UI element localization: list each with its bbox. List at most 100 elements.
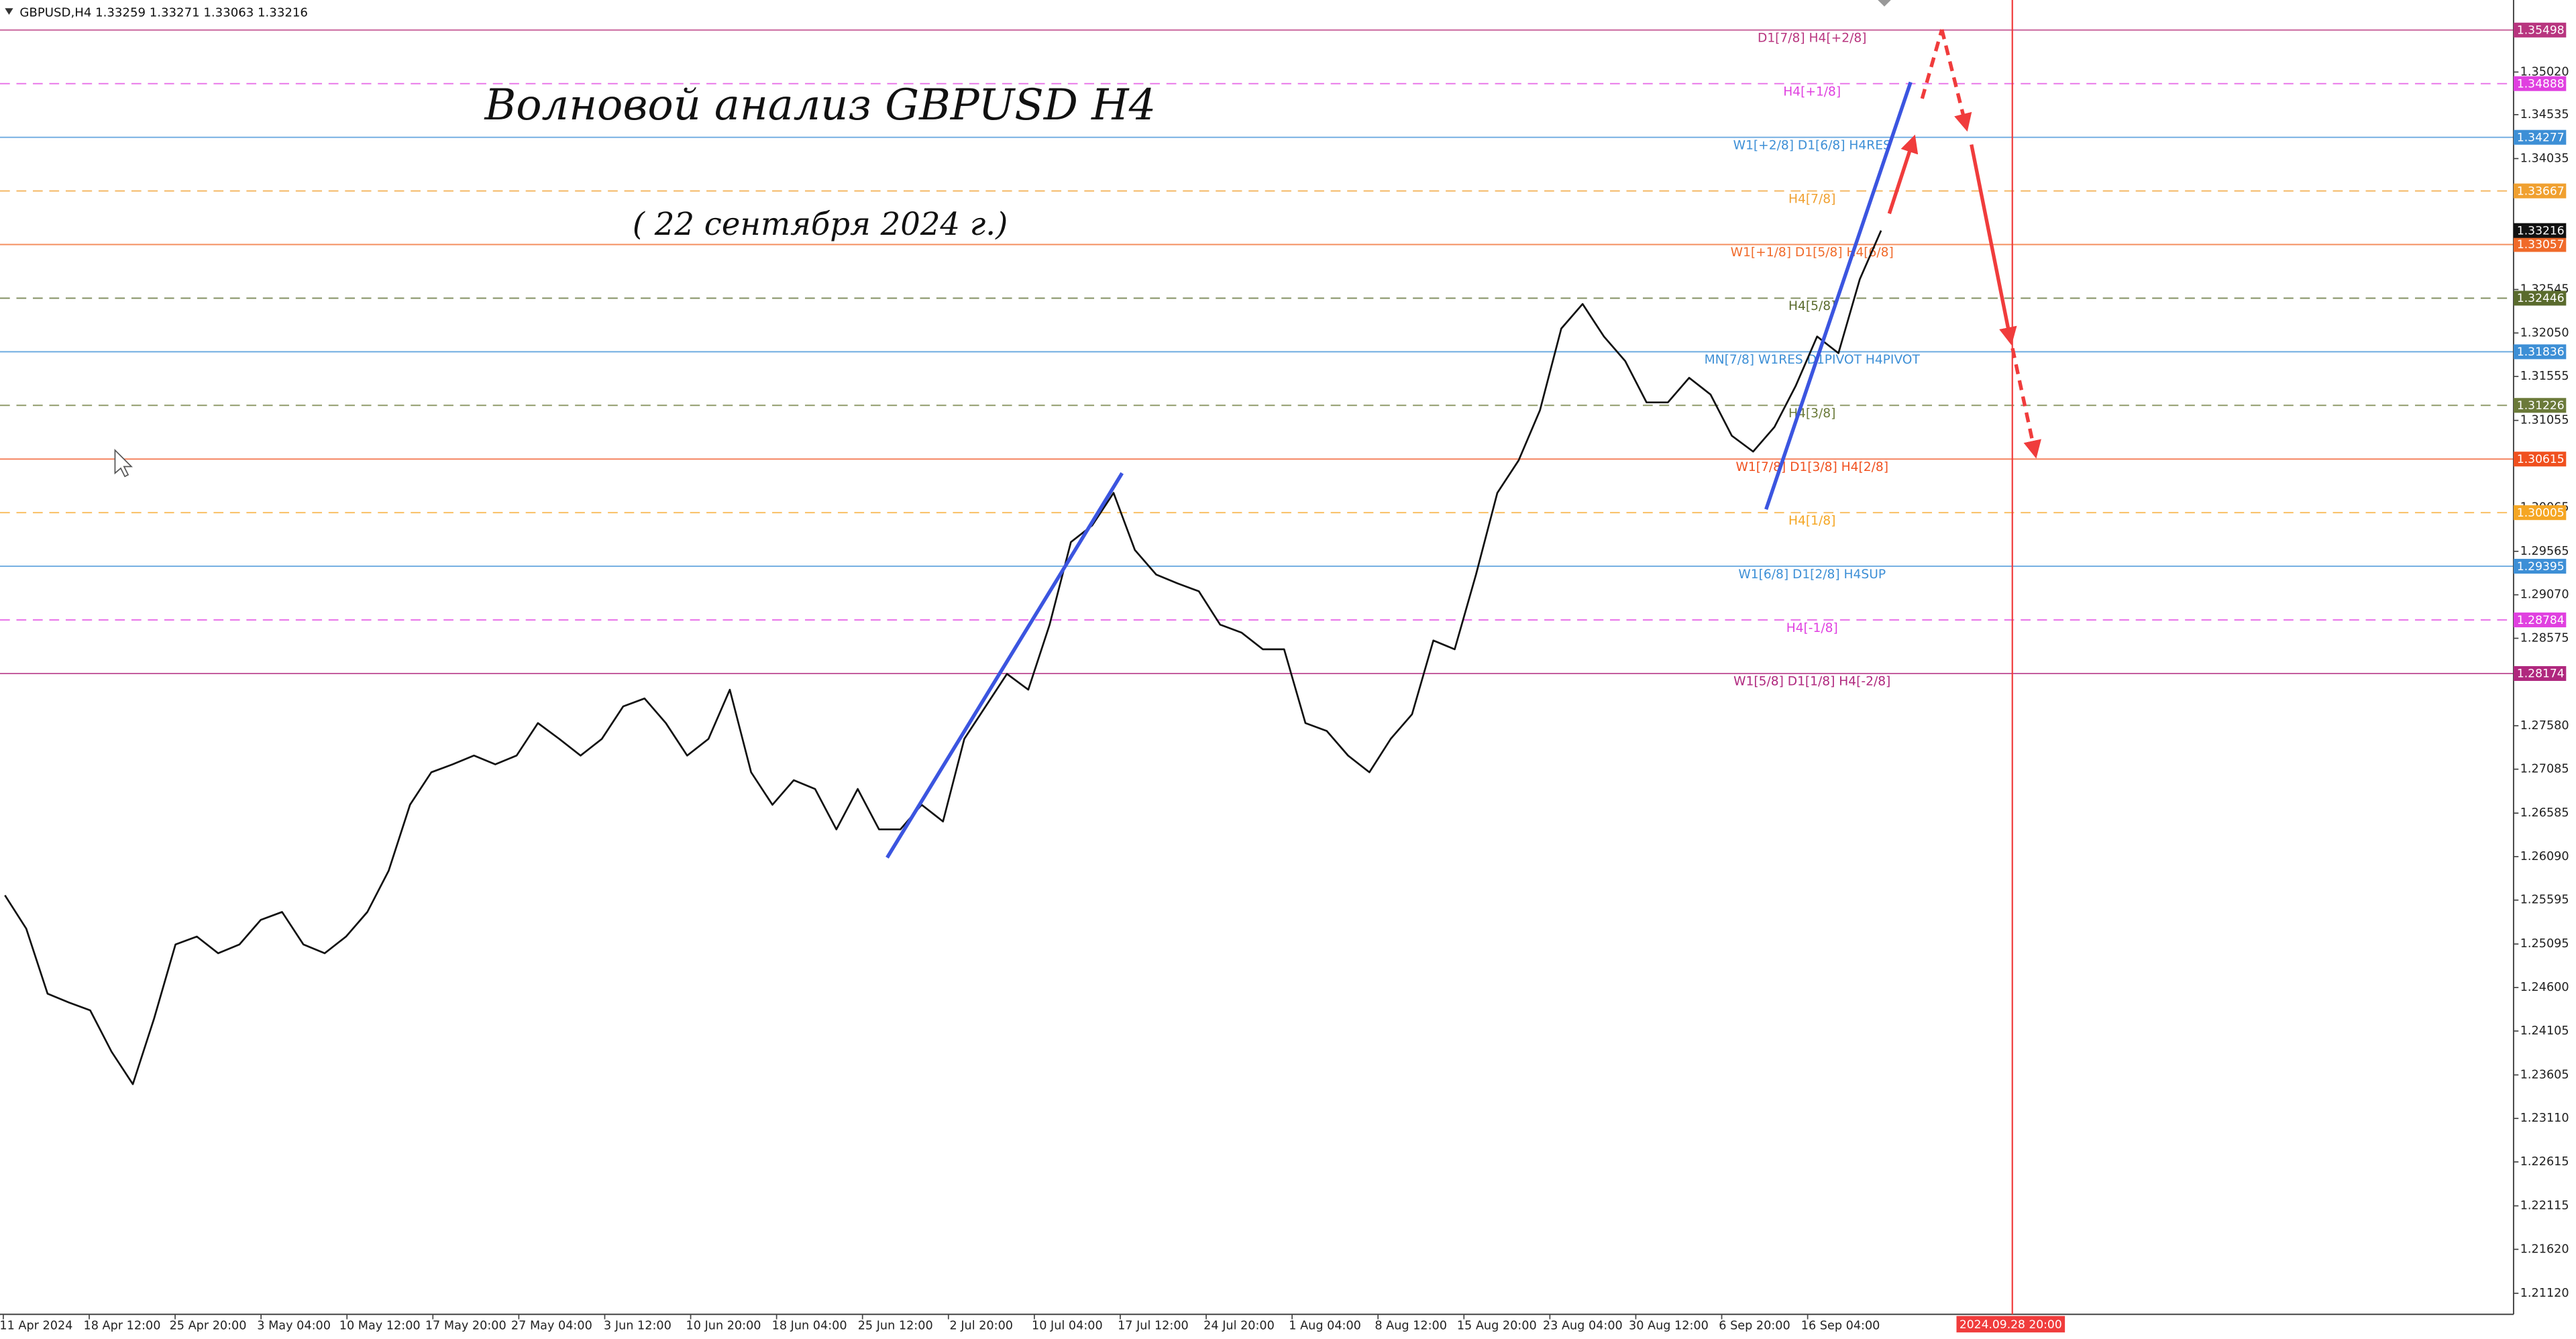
y-tick-label: 1.22115 — [2520, 1199, 2569, 1213]
level-tag-label: 1.28784 — [2517, 614, 2565, 627]
x-tick-label: 27 May 04:00 — [511, 1319, 592, 1332]
y-tick-label: 1.25095 — [2520, 937, 2569, 951]
x-tick-label: 8 Aug 12:00 — [1375, 1319, 1447, 1332]
forecast-arrow — [1940, 29, 1972, 132]
price — [4, 230, 1882, 1085]
x-tick-label: 3 May 04:00 — [257, 1319, 331, 1332]
level-label: H4[5/8] — [1788, 299, 1835, 313]
y-tick-label: 1.21120 — [2520, 1287, 2569, 1300]
forecast-arrow — [1970, 144, 2017, 345]
level-tag — [2513, 237, 2567, 252]
x-tick-label: 10 May 12:00 — [339, 1319, 421, 1332]
level-tag — [2513, 665, 2567, 682]
level-tag-label: 1.34888 — [2517, 77, 2565, 91]
x-tick-label: 10 Jun 20:00 — [686, 1319, 761, 1332]
x-tick-label: 25 Apr 20:00 — [170, 1319, 247, 1332]
y-tick-label: 1.29565 — [2520, 545, 2569, 558]
x-tick-label: 10 Jul 04:00 — [1032, 1319, 1103, 1332]
menu-arrow — [5, 8, 13, 15]
y-tick-label: 1.35020 — [2520, 65, 2569, 78]
y-tick-label: 1.31555 — [2520, 370, 2569, 383]
x-tick-label: 25 Jun 12:00 — [858, 1319, 933, 1332]
level-tag-label: 1.33057 — [2517, 238, 2565, 252]
level-tag — [2513, 451, 2567, 467]
y-tick-label: 1.29070 — [2520, 588, 2569, 602]
x-tick-label: 3 Jun 12:00 — [604, 1319, 672, 1332]
level-label: W1[7/8] D1[3/8] H4[2/8] — [1735, 460, 1888, 474]
header: GBPUSD,H4 1.33259 1.33271 1.33063 1.3321… — [19, 6, 308, 20]
y-tick-label: 1.23110 — [2520, 1112, 2569, 1125]
level-tag-label: 1.28174 — [2517, 667, 2565, 681]
subtitle: ( 22 сентября 2024 г.) — [633, 206, 1008, 242]
wave-annotations — [885, 29, 2041, 859]
level-label: H4[+1/8] — [1783, 85, 1841, 99]
level-tag-label: 1.32446 — [2517, 292, 2565, 305]
cursor-tag — [1956, 1316, 2065, 1333]
y-tick-label: 1.34035 — [2520, 152, 2569, 165]
x-tick-label: 24 Jul 20:00 — [1203, 1319, 1275, 1332]
x-tick-label: 18 Apr 12:00 — [83, 1319, 160, 1332]
mouse-cursor — [114, 448, 133, 478]
level-tag — [2513, 612, 2567, 628]
y-tick-label: 1.27085 — [2520, 763, 2569, 776]
trend-line — [1764, 81, 1913, 511]
y-tick-label: 1.25595 — [2520, 894, 2569, 907]
y-tick-label: 1.26585 — [2520, 806, 2569, 820]
x-tick-label: 11 Apr 2024 — [0, 1319, 72, 1332]
x-tick-label: 30 Aug 12:00 — [1629, 1319, 1709, 1332]
price-tag-label: 1.33216 — [2517, 224, 2565, 237]
level-tag — [2513, 398, 2567, 413]
level-tag-label: 1.33667 — [2517, 184, 2565, 198]
level-tag — [2513, 76, 2567, 91]
x-tick-label: 17 Jul 12:00 — [1118, 1319, 1189, 1332]
level-label: MN[7/8] W1RES D1PIVOT H4PIVOT — [1705, 353, 1921, 367]
price-line — [4, 230, 1882, 1085]
level-tag-label: 1.29395 — [2517, 560, 2565, 574]
y-tick-label: 1.23605 — [2520, 1068, 2569, 1081]
trend-line — [885, 472, 1124, 859]
level-label: W1[+2/8] D1[6/8] H4RES — [1733, 138, 1891, 152]
x-tick-label: 15 Aug 20:00 — [1457, 1319, 1537, 1332]
level-tag — [2513, 344, 2567, 360]
title: Волновой анализ GBPUSD H4 — [484, 81, 1156, 130]
level-tag-label: 1.30005 — [2517, 506, 2565, 520]
level-tag — [2513, 290, 2567, 306]
forecast-arrow — [1920, 29, 1944, 99]
level-label: H4[1/8] — [1788, 514, 1835, 528]
x-tick-label: 2 Jul 20:00 — [950, 1319, 1013, 1332]
price-tag — [2513, 223, 2567, 238]
x-tick-label: 23 Aug 04:00 — [1543, 1319, 1623, 1332]
x-tick-label: 18 Jun 04:00 — [772, 1319, 847, 1332]
y-tick-label: 1.24600 — [2520, 981, 2569, 994]
y-tick-label: 1.26090 — [2520, 850, 2569, 863]
level-tag — [2513, 559, 2567, 574]
y-tick-label: 1.27580 — [2520, 719, 2569, 733]
x-tick-label: 17 May 20:00 — [425, 1319, 506, 1332]
level-label: W1[6/8] D1[2/8] H4SUP — [1738, 568, 1886, 582]
level-tag-label: 1.35498 — [2517, 24, 2565, 38]
level-tag-label: 1.34277 — [2517, 131, 2565, 144]
y-tick-label: 1.34535 — [2520, 108, 2569, 121]
level-label: H4[-1/8] — [1786, 621, 1838, 635]
x-tick-label: 16 Sep 04:00 — [1801, 1319, 1880, 1332]
level-label: H4[7/8] — [1788, 192, 1835, 206]
y-tick-label: 1.32050 — [2520, 326, 2569, 339]
y-tick-label: 1.22615 — [2520, 1155, 2569, 1169]
x-tick-label: 1 Aug 04:00 — [1289, 1319, 1361, 1332]
level-tag — [2513, 129, 2567, 145]
level-tag — [2513, 22, 2567, 38]
level-tag — [2513, 183, 2567, 199]
level-tag-label: 1.31226 — [2517, 399, 2565, 413]
y-tick-label: 1.21620 — [2520, 1242, 2569, 1256]
shift-marker — [1878, 0, 1891, 7]
forecast-arrow — [1887, 134, 1919, 215]
y-tick-label: 1.31055 — [2520, 414, 2569, 427]
level-tag — [2513, 505, 2567, 521]
level-label: W1[5/8] D1[1/8] H4[-2/8] — [1733, 675, 1890, 689]
level-label: D1[7/8] H4[+2/8] — [1758, 32, 1866, 46]
x-tick-label: 6 Sep 20:00 — [1719, 1319, 1790, 1332]
y-tick-label: 1.24105 — [2520, 1024, 2569, 1038]
